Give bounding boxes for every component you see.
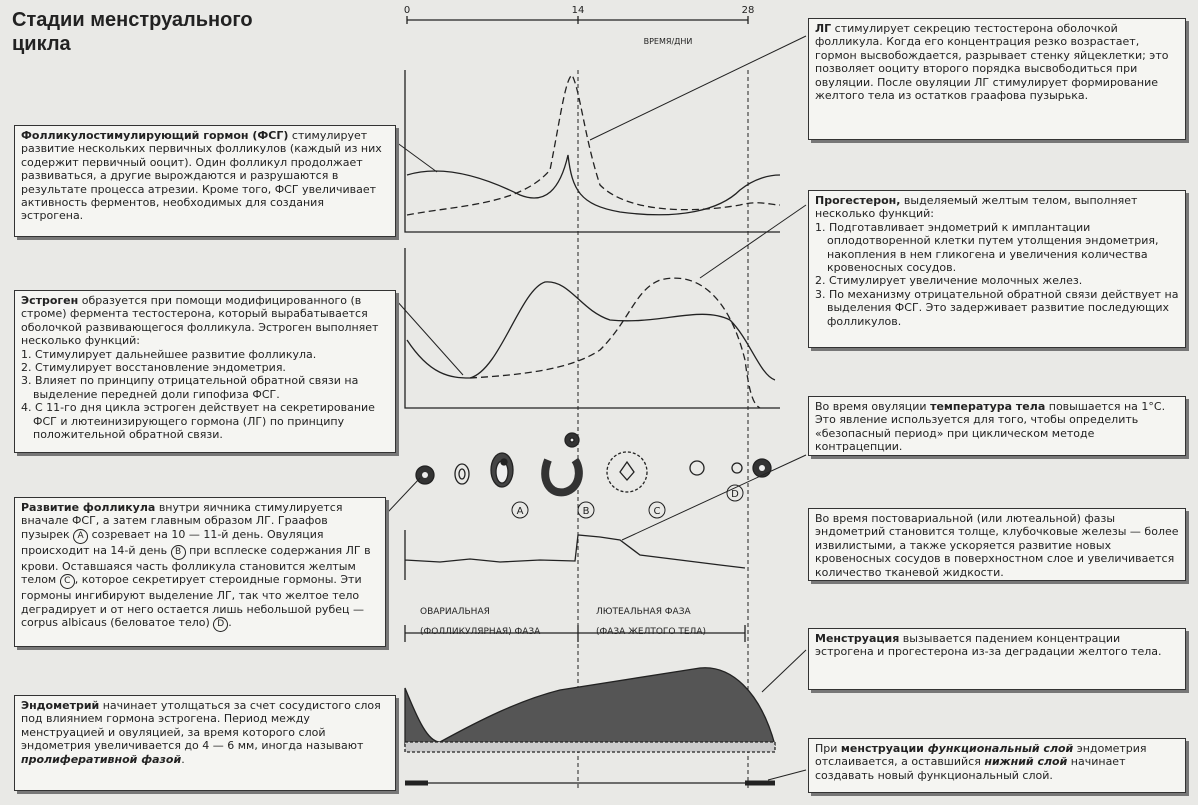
hormone-frame [404, 70, 780, 233]
phase-label: ЛЮТЕАЛЬНАЯ ФАЗА [596, 607, 691, 617]
follicle-label: D [731, 489, 739, 500]
text-segment: функциональный слой [927, 742, 1074, 755]
text-segment: нижний слой [984, 755, 1068, 769]
axis-tick-label: 28 [742, 5, 755, 16]
text-box: Эндометрий начинает утолщаться за счет с… [14, 695, 396, 791]
text-box: ЛГ стимулирует секрецию тестостерона обо… [808, 18, 1186, 140]
axis-tick-label: 0 [404, 5, 410, 16]
text-box: Эстроген образуется при помощи модифицир… [14, 290, 396, 453]
follicle-label: C [654, 506, 661, 517]
follicle-label: A [517, 506, 524, 517]
text-segment: созревает на 10 — 11-й день. Овуляция пр… [21, 527, 324, 557]
text-box: Во время овуляции температура тела повыш… [808, 396, 1186, 456]
estrogen-curve [406, 281, 776, 381]
text-segment: эндометрия отслаивается, а оставшийся [815, 742, 1147, 769]
paragraph: Фолликулостимулирующий гормон (ФСГ) стим… [21, 129, 389, 223]
list-item: 4. С 11-го дня цикла эстроген действует … [21, 401, 375, 442]
text-segment: начинает создавать новый функциональный … [815, 755, 1126, 782]
endometrium [404, 667, 776, 746]
text-segment: . [228, 616, 232, 630]
basal-layer [404, 741, 776, 753]
list-item: 3. Влияет по принципу отрицательной обра… [21, 374, 359, 401]
text-segment: повышается на 1°С. Это явление используе… [815, 400, 1166, 454]
list-item: 3. По механизму отрицательной обратной с… [815, 287, 1179, 328]
paragraph: Прогестерон, выделяемый желтым телом, вы… [815, 194, 1179, 221]
paragraph: Во время овуляции температура тела повыш… [815, 400, 1179, 454]
list-item: 1. Подготавливает эндометрий к имплантац… [815, 220, 1159, 275]
text-segment: D [213, 617, 229, 633]
axis-tick-label: 14 [572, 5, 585, 16]
follicle-labels: A B C D [511, 484, 744, 519]
text-segment: при всплеске содержания ЛГ в крови. Оста… [21, 543, 371, 587]
text-segment: . [181, 752, 185, 766]
text-segment: менструации [840, 742, 928, 755]
steroid-frame [404, 248, 780, 409]
text-segment: внутри яичника стимулируется вначале ФСГ… [21, 501, 343, 541]
text-box: При менструации функциональный слой эндо… [808, 738, 1186, 793]
text-segment: ЛГ [815, 22, 832, 35]
text-box: Фолликулостимулирующий гормон (ФСГ) стим… [14, 125, 396, 237]
phase-label: (ФАЗА ЖЕЛТОГО ТЕЛА) [596, 627, 706, 637]
text-segment: пролиферативной фазой [21, 752, 182, 766]
phase-label: (ФОЛЛИКУЛЯРНАЯ) ФАЗА [420, 627, 541, 637]
text-segment: Эндометрий [21, 699, 100, 712]
text-segment: C [59, 574, 75, 590]
list-item: 2. Стимулирует восстановление эндометрия… [21, 361, 286, 375]
paragraph: Менструация вызывается падением концентр… [815, 632, 1179, 659]
text-segment: Эстроген [21, 294, 79, 307]
text-segment: , которое секретирует стероидные гормоны… [21, 573, 364, 630]
temperature-curve [404, 530, 746, 580]
text-segment: Развитие фолликула [21, 501, 156, 514]
phase-scale [404, 625, 746, 642]
paragraph: Развитие фолликула внутри яичника стимул… [21, 501, 379, 633]
paragraph: Во время постовариальной (или лютеальной… [815, 512, 1179, 579]
connectors [387, 35, 807, 781]
text-segment: Менструация [815, 632, 900, 645]
page-title: Стадии менструального цикла [12, 9, 253, 55]
text-box: Во время постовариальной (или лютеальной… [808, 508, 1186, 581]
text-segment: вызывается падением концентрации эстроге… [815, 632, 1162, 659]
lh-curve [406, 74, 781, 216]
text-segment: температура тела [930, 400, 1046, 413]
text-segment: Прогестерон, [815, 194, 901, 207]
follicle-label: B [583, 506, 590, 517]
paragraph: Эстроген образуется при помощи модифицир… [21, 294, 389, 348]
text-box: Развитие фолликула внутри яичника стимул… [14, 497, 386, 647]
text-segment: Фолликулостимулирующий гормон (ФСГ) [21, 129, 289, 142]
text-box: Менструация вызывается падением концентр… [808, 628, 1186, 690]
text-segment: стимулирует развитие нескольких первичны… [21, 129, 382, 223]
fsh-curve [406, 154, 781, 216]
follicles [415, 432, 772, 497]
text-segment: A [73, 528, 89, 544]
text-segment: начинает утолщаться за счет сосудистого … [21, 699, 381, 753]
paragraph: Эндометрий начинает утолщаться за счет с… [21, 699, 389, 766]
text-segment: B [170, 544, 186, 560]
list-item: 1. Стимулирует дальнейшее развитие фолли… [21, 347, 317, 361]
list-item: 2. Стимулирует увеличение молочных желез… [815, 274, 1083, 288]
text-segment: При [815, 742, 841, 755]
text-segment: Во время овуляции [815, 400, 931, 413]
axis-label: ВРЕМЯ/ДНИ [644, 37, 693, 46]
text-segment: Во время постовариальной (или лютеальной… [815, 512, 1179, 579]
paragraph: При менструации функциональный слой эндо… [815, 742, 1179, 782]
progesterone-curve [469, 277, 761, 409]
text-segment: выделяемый желтым телом, выполняет неско… [815, 194, 1138, 221]
phase-label: ОВАРИАЛЬНАЯ [420, 607, 490, 617]
paragraph: ЛГ стимулирует секрецию тестостерона обо… [815, 22, 1179, 102]
text-segment: стимулирует секрецию тестостерона оболоч… [815, 22, 1169, 103]
text-box: Прогестерон, выделяемый желтым телом, вы… [808, 190, 1186, 348]
text-segment: образуется при помощи модифицированного … [21, 294, 379, 348]
